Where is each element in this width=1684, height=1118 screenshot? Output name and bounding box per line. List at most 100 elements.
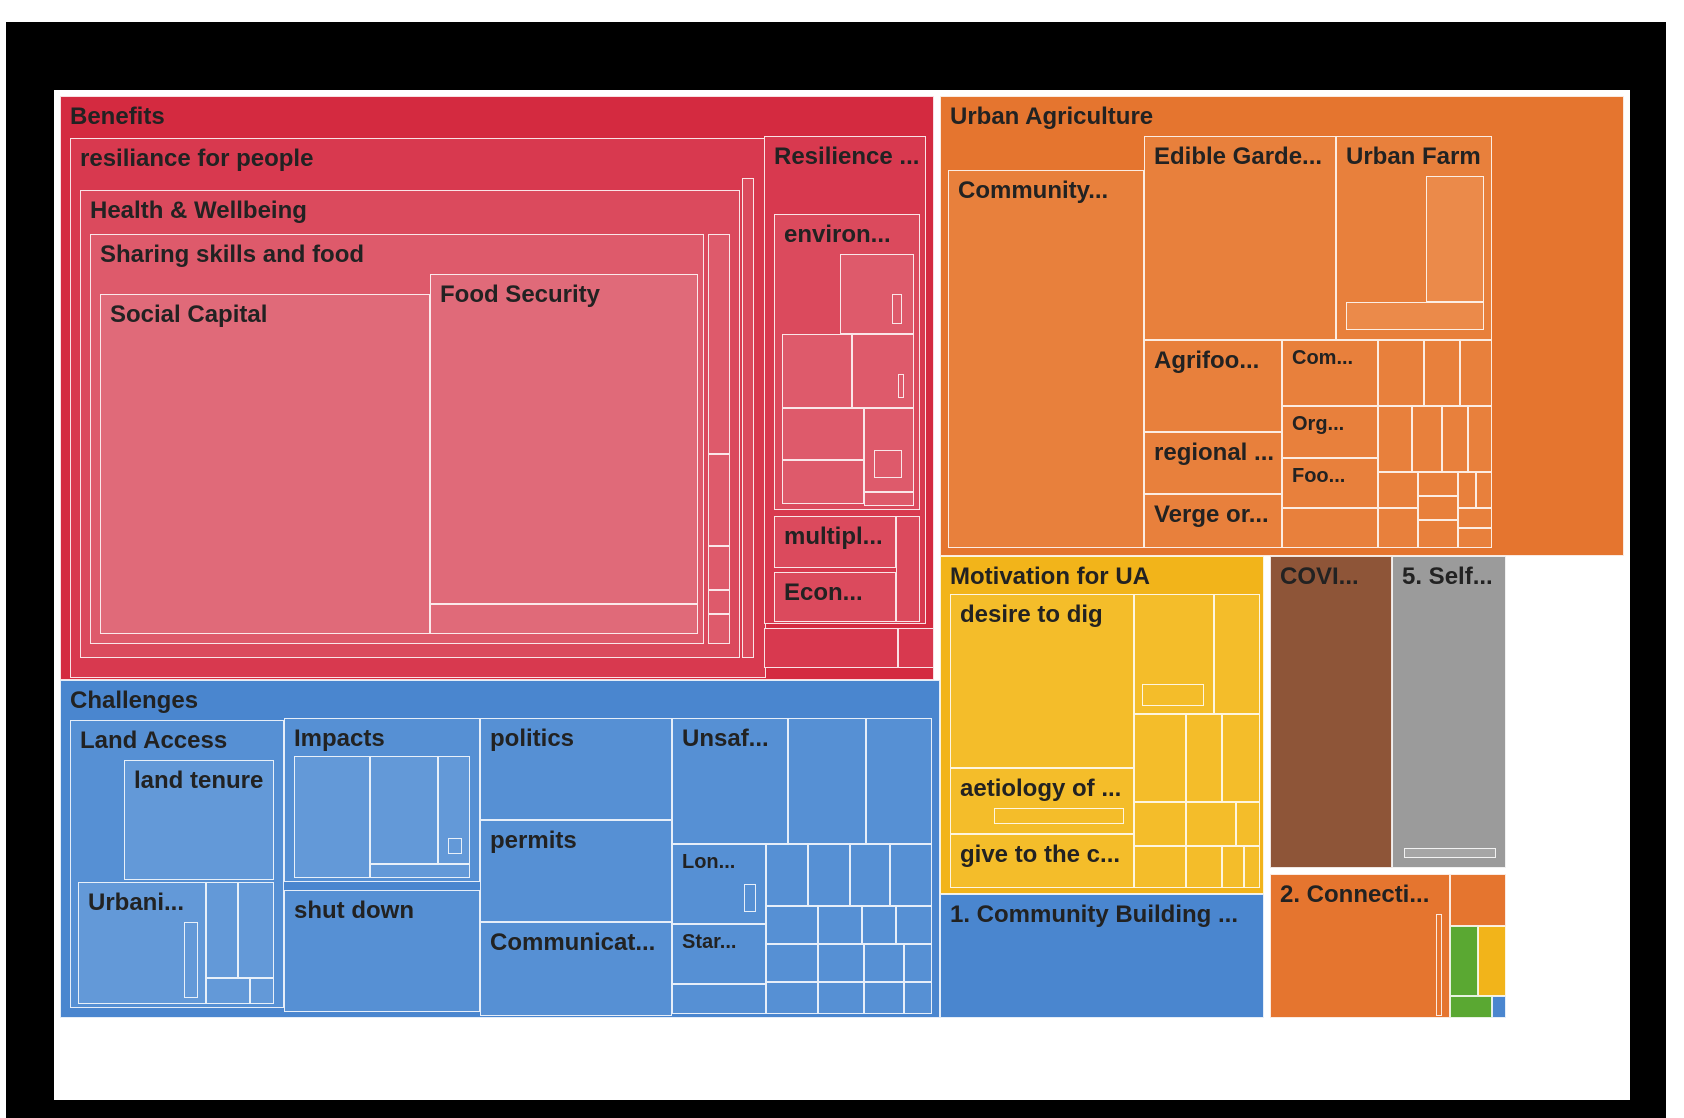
treemap-cell-urbani-b[interactable] (206, 882, 238, 978)
treemap-cell-con-blue[interactable] (1492, 996, 1506, 1018)
treemap-cell-edible-garde[interactable]: Edible Garde... (1144, 136, 1336, 340)
treemap-cell-sharing-strip-3[interactable] (708, 546, 730, 590)
treemap-cell-ch-g9[interactable] (766, 944, 818, 982)
treemap-cell-lon-i[interactable] (744, 884, 756, 912)
treemap-cell-env-e-i[interactable] (874, 450, 902, 478)
treemap-cell-urbani-d[interactable] (206, 978, 250, 1004)
treemap-cell-mot-d[interactable] (1134, 714, 1186, 802)
treemap-cell-ch-g4[interactable] (890, 844, 932, 906)
treemap-cell-env-g[interactable] (864, 492, 914, 506)
treemap-cell-env-c-i[interactable] (898, 374, 904, 398)
treemap-cell-ch-g10[interactable] (818, 944, 864, 982)
treemap-cell-ua-g7[interactable] (1442, 406, 1468, 472)
treemap-cell-env-d[interactable] (782, 408, 864, 460)
treemap-cell-ua-g3[interactable] (1424, 340, 1460, 406)
treemap-cell-verge[interactable]: Verge or... (1144, 494, 1282, 548)
treemap-cell-env-b[interactable] (782, 334, 852, 408)
treemap-cell-regional[interactable]: regional ... (1144, 432, 1282, 494)
treemap-cell-mot-l[interactable] (1222, 846, 1244, 888)
treemap-cell-imp-d[interactable] (370, 864, 470, 878)
treemap-cell-ch-g5[interactable] (766, 906, 818, 944)
treemap-cell-mot-c[interactable] (1214, 594, 1260, 714)
treemap-cell-uf-j[interactable] (1346, 302, 1484, 330)
treemap-cell-agrifoo[interactable]: Agrifoo... (1144, 340, 1282, 432)
treemap-cell-ch-g7[interactable] (862, 906, 896, 944)
treemap-cell-ch-g6[interactable] (818, 906, 862, 944)
treemap-cell-communicat[interactable]: Communicat... (480, 922, 672, 1016)
treemap-cell-permits[interactable]: permits (480, 820, 672, 922)
treemap-cell-unsaf[interactable]: Unsaf... (672, 718, 788, 844)
treemap-cell-env-c[interactable] (852, 334, 914, 408)
treemap-cell-con-b[interactable] (1450, 874, 1506, 926)
treemap-cell-env-f[interactable] (782, 460, 864, 504)
treemap-cell-mot-i[interactable] (1236, 802, 1260, 846)
treemap-cell-ua-g17[interactable] (1458, 528, 1492, 548)
treemap-cell-ua-g2[interactable] (1378, 340, 1424, 406)
treemap-cell-give-to-the-c[interactable]: give to the c... (950, 834, 1134, 888)
treemap-cell-res-bot-b[interactable] (898, 628, 934, 668)
treemap-cell-ch-g3[interactable] (850, 844, 890, 906)
treemap-cell-env-a-i[interactable] (892, 294, 902, 324)
treemap-cell-ch-g12[interactable] (904, 944, 932, 982)
treemap-cell-ua-g13[interactable] (1378, 508, 1418, 548)
treemap-cell-ua-g16[interactable] (1458, 508, 1492, 528)
treemap-cell-sharing-strip-1[interactable] (708, 234, 730, 454)
treemap-cell-foo[interactable]: Foo... (1282, 458, 1378, 508)
treemap-cell-urbani-c[interactable] (238, 882, 274, 978)
treemap-cell-sharing-strip-5[interactable] (708, 614, 730, 644)
treemap-cell-mot-g[interactable] (1134, 802, 1186, 846)
treemap-cell-social-capital[interactable]: Social Capital (100, 294, 430, 634)
treemap-cell-ua-g14[interactable] (1418, 496, 1458, 520)
treemap-cell-ua-g4[interactable] (1460, 340, 1492, 406)
treemap-cell-ua-g11[interactable] (1458, 472, 1476, 508)
treemap-cell-ua-g1[interactable] (1282, 508, 1378, 548)
treemap-cell-urbani-i[interactable] (184, 922, 198, 998)
treemap-cell-multipl-b[interactable] (896, 516, 920, 622)
treemap-cell-connecti[interactable]: 2. Connecti... (1270, 874, 1450, 1018)
treemap-cell-sharing-strip-2[interactable] (708, 454, 730, 546)
treemap-cell-mot-k[interactable] (1186, 846, 1222, 888)
treemap-cell-aetiology[interactable]: aetiology of ... (950, 768, 1134, 834)
treemap-cell-mot-h[interactable] (1186, 802, 1236, 846)
treemap-cell-mot-m[interactable] (1244, 846, 1260, 888)
treemap-cell-con-green2[interactable] (1450, 996, 1492, 1018)
treemap-cell-desire-to-dig[interactable]: desire to dig (950, 594, 1134, 768)
treemap-cell-con-green[interactable] (1450, 926, 1478, 996)
treemap-cell-mot-b-i[interactable] (1142, 684, 1204, 706)
treemap-cell-ch-g2[interactable] (808, 844, 850, 906)
treemap-cell-ua-g15[interactable] (1418, 520, 1458, 548)
treemap-cell-org[interactable]: Org... (1282, 406, 1378, 458)
treemap-cell-ch-g8[interactable] (896, 906, 932, 944)
treemap-cell-imp-c-i[interactable] (448, 838, 462, 854)
treemap-cell-politics[interactable]: politics (480, 718, 672, 820)
treemap-cell-mot-e[interactable] (1186, 714, 1222, 802)
treemap-cell-self[interactable]: 5. Self... (1392, 556, 1506, 868)
treemap-cell-ch-g15[interactable] (818, 982, 864, 1014)
treemap-cell-uf-i[interactable] (1426, 176, 1484, 302)
treemap-cell-ch-g16[interactable] (864, 982, 904, 1014)
treemap-cell-ch-g13[interactable] (672, 984, 766, 1014)
treemap-cell-ch-g14[interactable] (766, 982, 818, 1014)
treemap-cell-ua-g12[interactable] (1476, 472, 1492, 508)
treemap-cell-com[interactable]: Com... (1282, 340, 1378, 406)
treemap-cell-ua-g5[interactable] (1378, 406, 1412, 472)
treemap-cell-ua-g10[interactable] (1418, 472, 1458, 496)
treemap-cell-mot-j[interactable] (1134, 846, 1186, 888)
treemap-cell-shut-down[interactable]: shut down (284, 890, 480, 1012)
treemap-cell-covi[interactable]: COVI... (1270, 556, 1392, 868)
treemap-cell-unsaf-c[interactable] (866, 718, 932, 844)
treemap-cell-health-strip[interactable] (742, 178, 754, 658)
treemap-cell-ch-g17[interactable] (904, 982, 932, 1014)
treemap-cell-con-line[interactable] (1436, 914, 1442, 1016)
treemap-cell-community-building[interactable]: 1. Community Building ... (940, 894, 1264, 1018)
treemap-cell-imp-a[interactable] (294, 756, 370, 878)
treemap-cell-unsaf-b[interactable] (788, 718, 866, 844)
treemap-cell-ua-g6[interactable] (1412, 406, 1442, 472)
treemap-cell-ua-g9[interactable] (1378, 472, 1418, 508)
treemap-cell-self-i[interactable] (1404, 848, 1496, 858)
treemap-cell-aet-i[interactable] (994, 808, 1124, 824)
treemap-cell-multipl[interactable]: multipl... (774, 516, 896, 568)
treemap-cell-food-security[interactable]: Food Security (430, 274, 698, 604)
treemap-cell-con-yellow[interactable] (1478, 926, 1506, 996)
treemap-cell-land-tenure[interactable]: land tenure (124, 760, 274, 880)
